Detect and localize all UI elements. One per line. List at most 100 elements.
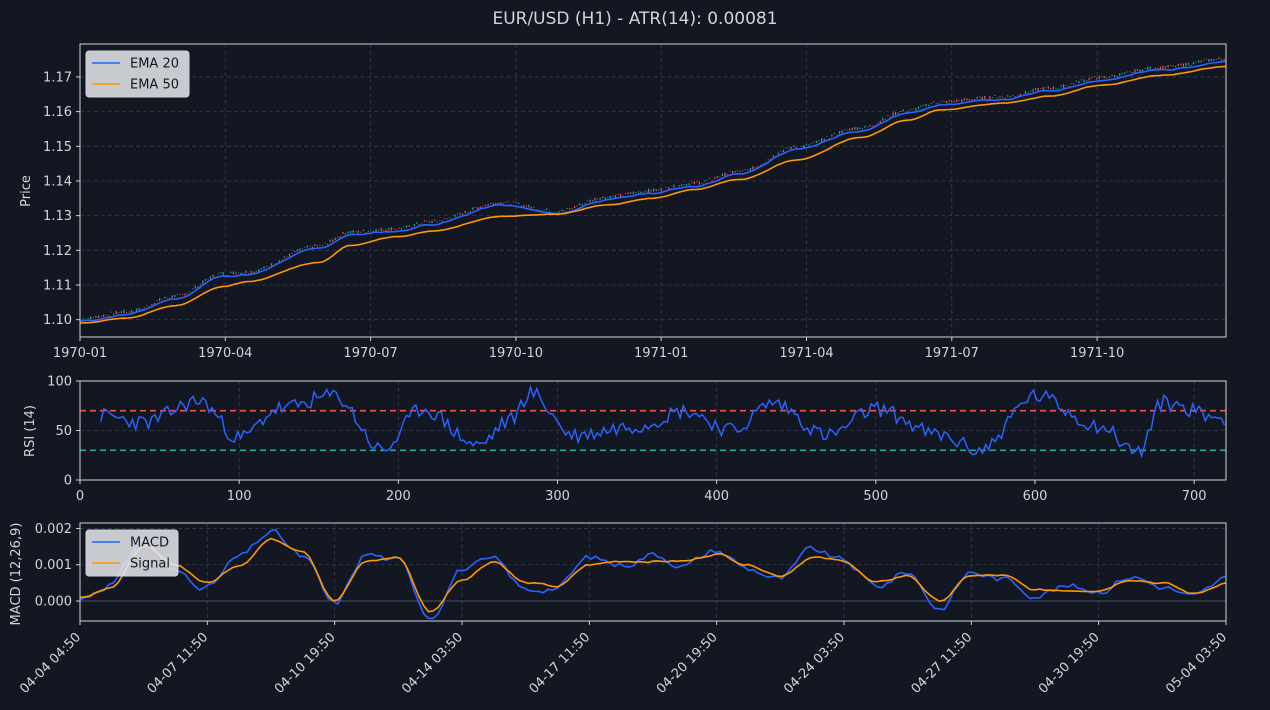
- price-candle: [589, 199, 591, 202]
- price-candle: [770, 158, 772, 160]
- price-candle: [945, 100, 948, 104]
- price-candle: [102, 314, 105, 317]
- price-candle: [673, 184, 675, 188]
- price-candle: [263, 266, 265, 269]
- price-candle: [869, 124, 871, 127]
- price-candle: [887, 115, 889, 117]
- price-candle: [258, 268, 260, 272]
- price-candle: [490, 203, 492, 204]
- price-candle: [688, 183, 690, 186]
- price-candle: [428, 221, 431, 223]
- price-candle: [202, 280, 204, 285]
- price-candle: [737, 170, 739, 172]
- price-candle: [963, 98, 965, 101]
- price-candle: [920, 105, 922, 107]
- price-candle: [388, 227, 390, 231]
- price-candle: [418, 224, 420, 225]
- price-candle: [367, 230, 370, 232]
- price-candle: [194, 285, 196, 289]
- price-candle: [403, 226, 405, 227]
- price-candle: [1080, 79, 1083, 81]
- macd-y-label: MACD (12,26,9): [9, 523, 24, 626]
- price-candle: [1037, 87, 1039, 92]
- price-candle: [207, 278, 209, 280]
- price-candle: [166, 297, 168, 299]
- price-candle: [344, 233, 347, 235]
- price-candle: [1157, 68, 1159, 70]
- price-candle: [515, 202, 517, 204]
- price-candle: [1060, 85, 1062, 87]
- price-candle: [907, 110, 909, 112]
- price-candle: [818, 140, 820, 142]
- price-candle: [1164, 66, 1167, 69]
- price-candle: [293, 251, 296, 252]
- price-candle: [197, 286, 199, 288]
- price-candle: [398, 227, 400, 229]
- price-candle: [220, 272, 222, 274]
- price-candle: [874, 125, 876, 126]
- price-candle: [291, 253, 293, 255]
- price-x-tick-label: 1971-07: [925, 346, 979, 361]
- price-candle: [846, 129, 848, 131]
- price-candle: [721, 173, 723, 176]
- price-candle: [439, 220, 441, 222]
- price-candle: [767, 159, 769, 161]
- price-candle: [120, 311, 122, 313]
- price-candle: [288, 253, 291, 257]
- price-y-tick-label: 1.10: [43, 313, 72, 328]
- price-candle: [204, 279, 207, 281]
- price-candle: [856, 127, 858, 131]
- price-candle: [502, 203, 504, 205]
- price-candle: [744, 169, 746, 171]
- price-candle: [826, 136, 828, 137]
- price-candle: [283, 256, 285, 258]
- price-candle: [905, 111, 907, 113]
- price-candle: [940, 101, 943, 102]
- price-candle: [1119, 73, 1121, 76]
- price-candle: [1121, 73, 1123, 75]
- price-candle: [625, 192, 627, 194]
- price-candle: [431, 220, 433, 224]
- price-candle: [133, 311, 135, 313]
- price-candle: [199, 283, 201, 285]
- price-candle: [141, 308, 143, 310]
- price-candle: [627, 192, 629, 195]
- price-candle: [314, 244, 316, 246]
- price-candle: [390, 227, 392, 231]
- legend-ema50-label: EMA 50: [130, 78, 179, 93]
- rsi-y-tick-label: 100: [47, 375, 72, 390]
- price-candle: [153, 302, 156, 305]
- price-candle: [754, 167, 757, 168]
- rsi-levels: [80, 409, 1226, 452]
- price-candle: [1004, 97, 1006, 99]
- price-candle: [1012, 95, 1014, 96]
- price-candle: [316, 245, 319, 247]
- price-candle: [711, 180, 713, 181]
- price-candle: [844, 129, 846, 131]
- price-candle: [436, 221, 438, 223]
- price-candle: [1032, 88, 1034, 92]
- rsi-panel: 0 50 100 0 100 200 300 400 500 600 700 RSI (14): [23, 375, 1227, 504]
- price-candle: [400, 227, 403, 230]
- macd-frame: [79, 522, 1227, 622]
- price-candle: [994, 95, 996, 96]
- rsi-x-tick-label: 400: [704, 489, 729, 504]
- price-candle: [179, 293, 181, 295]
- price-candle: [332, 239, 334, 242]
- price-candle: [782, 149, 785, 152]
- price-candle: [299, 248, 301, 251]
- price-candle: [915, 108, 917, 111]
- chart-title: EUR/USD (H1) - ATR(14): 0.00081: [492, 9, 777, 29]
- price-candle: [309, 245, 311, 247]
- price-candle: [614, 195, 617, 199]
- price-candle: [421, 223, 423, 225]
- price-candle: [156, 300, 158, 302]
- price-candle: [408, 225, 410, 227]
- price-candle: [961, 99, 963, 103]
- price-candle: [584, 203, 586, 204]
- price-candle: [1007, 95, 1009, 97]
- price-candle: [286, 256, 288, 258]
- price-candle: [158, 298, 161, 301]
- price-candle: [446, 218, 448, 220]
- price-candle: [357, 230, 359, 234]
